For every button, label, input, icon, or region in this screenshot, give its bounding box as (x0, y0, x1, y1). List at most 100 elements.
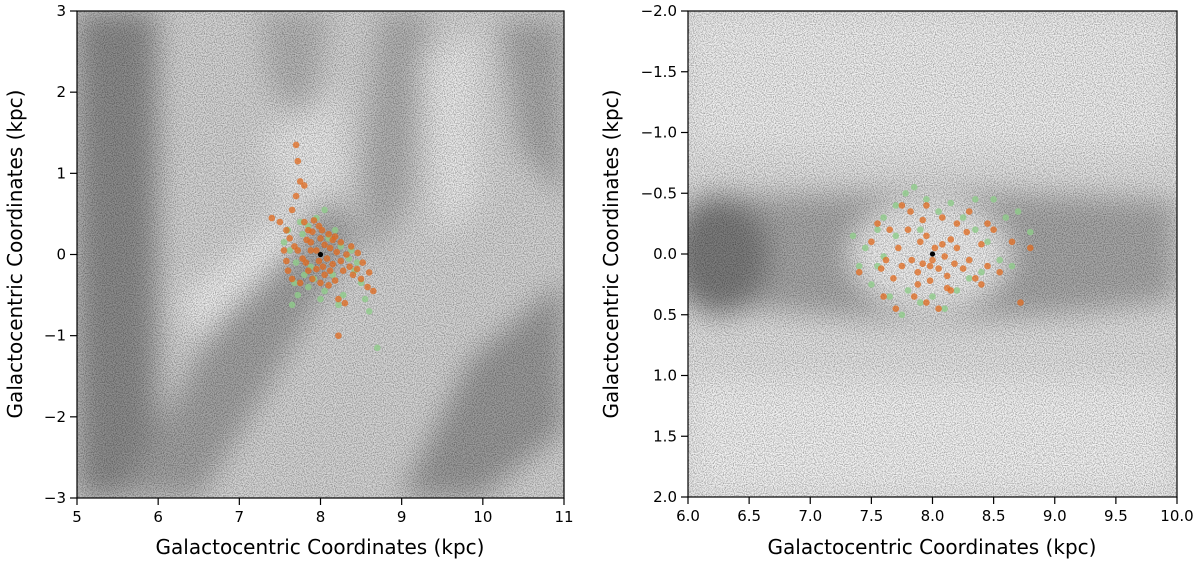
y-tick-label: −1.5 (641, 63, 677, 81)
data-point (276, 218, 284, 226)
data-point (309, 275, 316, 283)
data-point (929, 293, 936, 300)
data-point (926, 277, 934, 285)
data-point (943, 272, 951, 280)
data-point (357, 275, 365, 283)
y-tick-label: −2 (44, 408, 66, 426)
data-point (880, 293, 887, 300)
data-point (294, 157, 302, 165)
data-point (953, 244, 961, 252)
data-point (333, 248, 341, 256)
data-point (317, 279, 324, 287)
x-tick-label: 9.0 (1043, 507, 1067, 525)
data-point (855, 268, 863, 276)
data-point (292, 192, 300, 200)
data-point (307, 247, 315, 254)
data-point (329, 260, 337, 268)
data-point (939, 241, 946, 248)
x-tick-label: 11 (554, 508, 573, 526)
data-point (302, 259, 310, 266)
data-point (283, 226, 290, 234)
x-tick-label: 6.5 (737, 507, 761, 525)
y-tick-label: 1 (56, 164, 66, 182)
data-point (303, 236, 311, 244)
data-point (895, 244, 902, 252)
data-point (292, 141, 300, 149)
data-point (354, 249, 362, 257)
data-point (337, 239, 345, 246)
y-tick-label: −1.0 (641, 124, 677, 142)
data-point (862, 244, 869, 252)
data-point (326, 267, 334, 275)
data-point (370, 287, 377, 295)
data-point (882, 256, 890, 264)
data-point (318, 226, 326, 234)
data-point (917, 238, 924, 246)
x-tick-label: 7.5 (859, 507, 883, 525)
x-tick-label: 8 (316, 508, 326, 526)
data-point (305, 226, 312, 234)
data-point (914, 281, 922, 288)
data-point (326, 244, 334, 252)
data-point (890, 275, 897, 282)
data-point (325, 282, 332, 289)
data-point (292, 259, 300, 266)
data-point (907, 208, 914, 215)
data-point (892, 232, 900, 240)
data-point (910, 293, 918, 300)
data-point (353, 265, 361, 273)
data-point (965, 256, 973, 264)
x-tick-label: 7 (235, 508, 245, 526)
data-point (321, 287, 328, 295)
data-point (365, 269, 373, 276)
data-point (296, 279, 304, 287)
data-point (941, 305, 948, 313)
data-point (935, 305, 942, 313)
x-tick-label: 10.0 (1160, 507, 1193, 525)
data-point (898, 262, 906, 270)
data-point (953, 287, 961, 294)
data-point (996, 256, 1003, 264)
data-point (978, 268, 985, 276)
data-point (315, 257, 323, 265)
x-tick-label: 6 (153, 508, 163, 526)
series-group-right (849, 183, 1034, 319)
data-point (904, 287, 912, 294)
data-point (296, 178, 304, 185)
data-point (288, 301, 296, 309)
center-marker (317, 251, 324, 258)
data-point (323, 255, 331, 262)
data-point (284, 267, 292, 275)
x-axis-label-right: Galactocentric Coordinates (kpc) (768, 535, 1097, 559)
data-point (892, 305, 900, 313)
data-point (941, 253, 948, 260)
chart-marks (268, 141, 1034, 352)
y-axis-label-right: Galactocentric Coordinates (kpc) (599, 90, 623, 419)
data-point (288, 275, 296, 283)
data-point (339, 267, 347, 275)
data-point (317, 295, 324, 303)
data-point (939, 214, 946, 221)
data-point (331, 277, 339, 284)
data-point (335, 332, 342, 340)
x-axis-label-left: Galactocentric Coordinates (kpc) (156, 535, 485, 559)
data-point (959, 265, 967, 272)
x-tick-label: 5 (72, 508, 82, 526)
data-point (914, 268, 922, 276)
data-point (353, 259, 361, 266)
plot-area-right (688, 11, 1177, 497)
data-point (341, 299, 349, 307)
data-point (984, 238, 991, 246)
data-point (898, 311, 906, 319)
data-point (978, 241, 985, 248)
data-point (310, 217, 318, 224)
data-point (972, 275, 979, 282)
data-point (917, 299, 924, 306)
data-point (868, 238, 875, 246)
data-point (301, 218, 308, 226)
data-point (280, 239, 288, 246)
data-point (917, 226, 924, 233)
data-point (910, 183, 918, 191)
data-point (953, 220, 961, 227)
